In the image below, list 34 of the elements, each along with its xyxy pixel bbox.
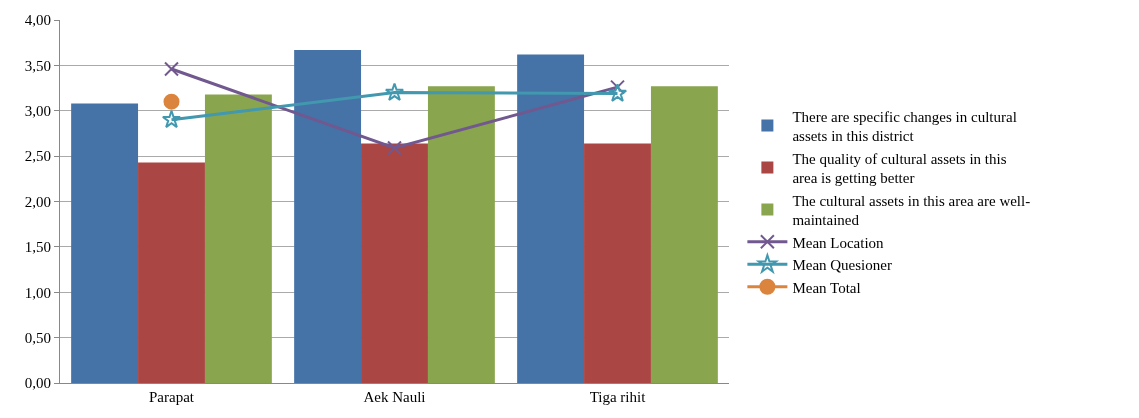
point: [607, 83, 628, 102]
legend-label: The cultural assets in this area are well-maintained: [792, 192, 1031, 229]
x-tick-label: Aek Nauli: [363, 389, 426, 405]
y-tick-label: 2,00: [24, 193, 51, 210]
y-tick-label: 3,00: [24, 103, 51, 119]
bar: [138, 162, 205, 383]
y-tick-label: 4,00: [24, 12, 51, 29]
legend-label: Mean Total: [792, 279, 861, 296]
point: [164, 61, 179, 77]
bar: [650, 86, 718, 383]
point: [610, 79, 625, 95]
point: [387, 140, 402, 156]
bar: [361, 143, 428, 383]
y-tick-label: 3,50: [24, 57, 51, 74]
bar: [517, 54, 585, 383]
legend-label: Mean Location: [792, 234, 885, 251]
legend-label: Mean Quesioner: [792, 257, 892, 274]
bar: [204, 94, 272, 383]
bar: [427, 86, 495, 383]
y-tick-label: 2,50: [24, 148, 51, 165]
bar: [294, 49, 362, 383]
x-tick-label: Parapat: [149, 389, 195, 405]
y-tick-label: 1,50: [24, 239, 51, 256]
legend-label: There are specific changes in cultural assets in this district: [792, 108, 1017, 145]
legend-label: The quality of cultural assets in this area is getting better: [792, 150, 1007, 187]
point: [163, 93, 180, 110]
point: [161, 109, 182, 129]
point: [384, 82, 405, 101]
x-tick-label: Tiga rihit: [589, 389, 647, 405]
bar: [584, 143, 651, 383]
y-tick-label: 1,00: [24, 284, 51, 301]
y-tick-label: 0,00: [24, 375, 51, 392]
y-tick-label: 0,50: [24, 329, 51, 346]
bar: [71, 103, 139, 383]
